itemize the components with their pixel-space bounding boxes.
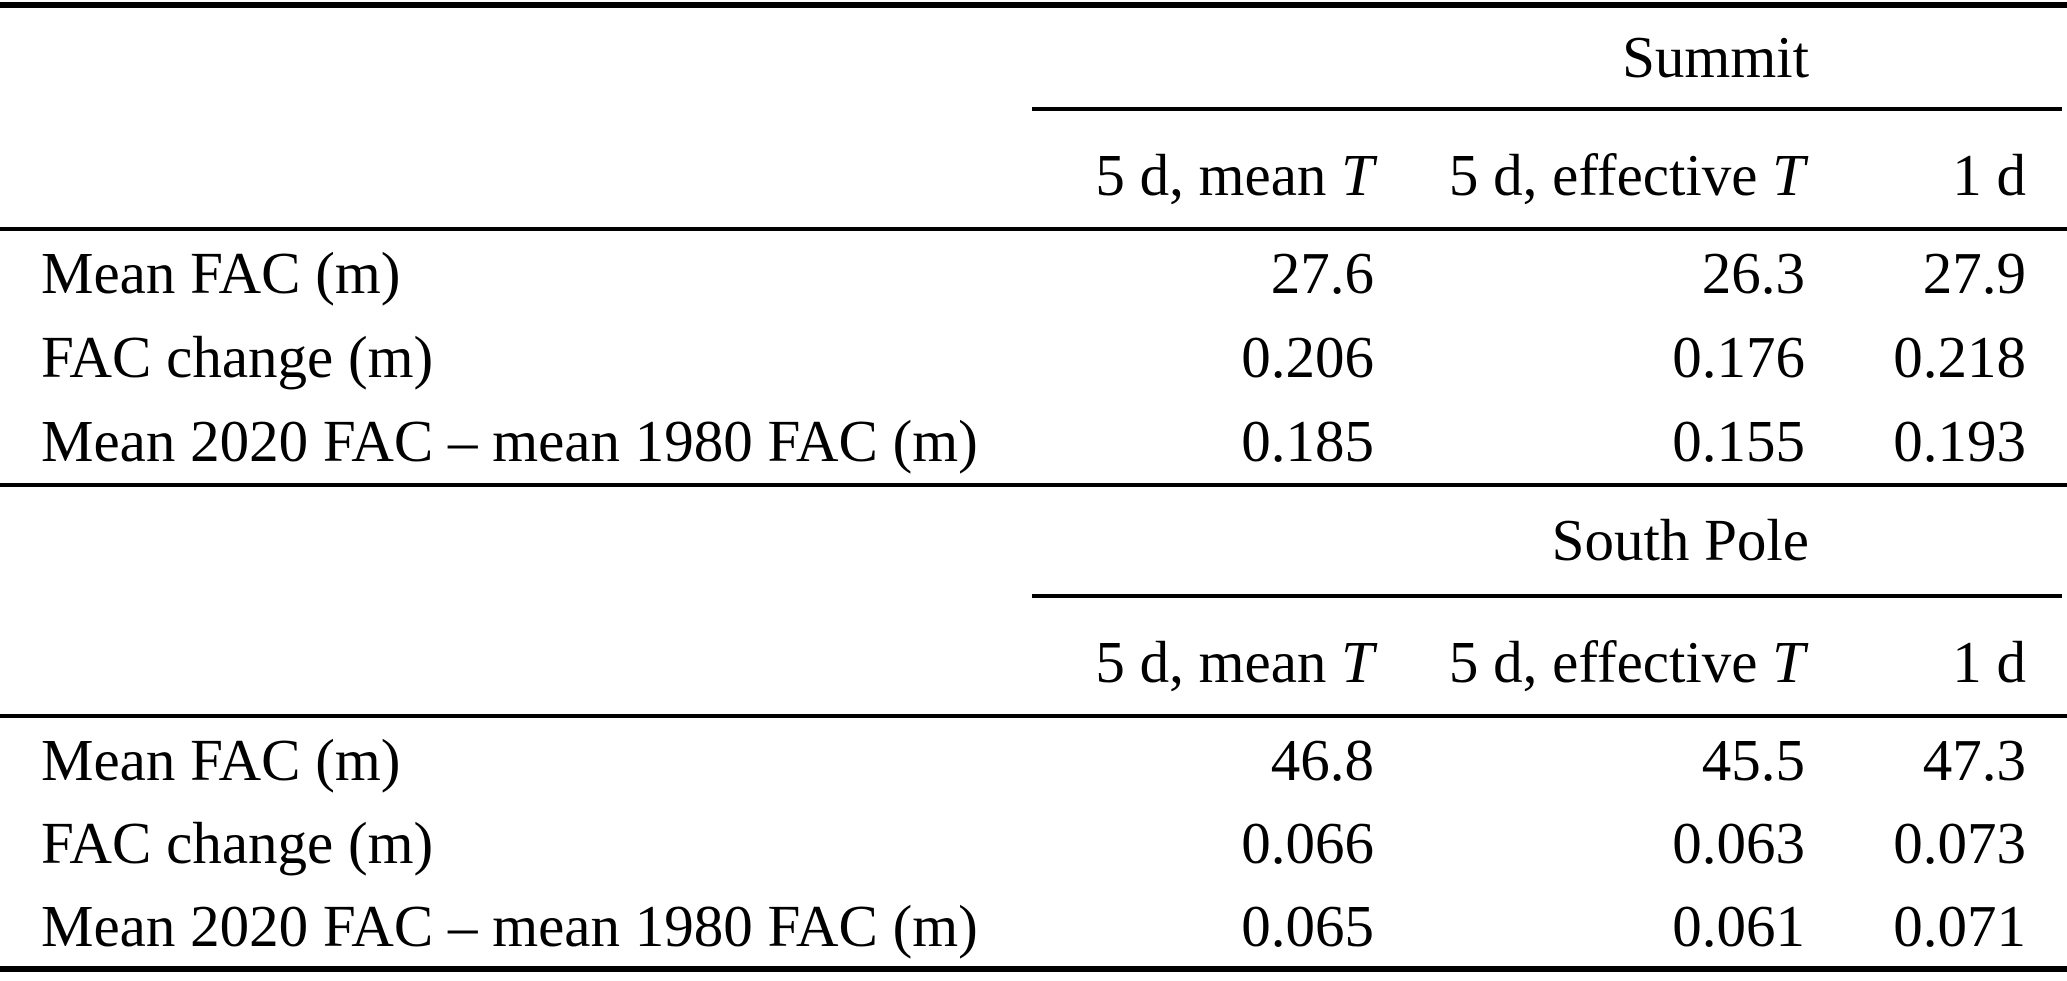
row-label: Mean FAC (m): [41, 240, 401, 306]
value-cell: 0.185: [1241, 408, 1374, 474]
column-header-1d: 1 d: [1805, 598, 2067, 714]
top-rule: [0, 2, 2067, 8]
column-header-text: 5 d, effective: [1448, 142, 1773, 208]
value-cell: 0.176: [1672, 324, 1805, 390]
column-header-text: 1 d: [1952, 142, 2026, 208]
mid-rule: [0, 227, 2067, 231]
math-symbol-t: T: [1772, 629, 1805, 695]
row-label: FAC change (m): [41, 810, 434, 876]
column-header-text: 5 d, mean: [1095, 142, 1342, 208]
south-pole-group-underline-rule: [1032, 594, 2062, 598]
group-header-south-pole: South Pole: [1551, 507, 1809, 573]
math-symbol-t: T: [1341, 142, 1374, 208]
row-label: Mean FAC (m): [41, 727, 401, 793]
column-header-1d: 1 d: [1805, 111, 2067, 227]
value-cell: 0.218: [1893, 324, 2026, 390]
mid-rule: [0, 714, 2067, 718]
mid-rule: [0, 483, 2067, 487]
header-stub: [0, 111, 1032, 227]
header-stub: [0, 598, 1032, 714]
value-cell: 0.071: [1893, 893, 2026, 959]
value-cell: 0.073: [1893, 810, 2026, 876]
summit-group-underline-rule: [1032, 107, 2062, 111]
row-label: FAC change (m): [41, 324, 434, 390]
value-cell: 0.066: [1241, 810, 1374, 876]
column-header-5d-effective-t: 5 d, effective T: [1374, 598, 1805, 714]
value-cell: 0.061: [1672, 893, 1805, 959]
value-cell: 27.9: [1922, 240, 2026, 306]
value-cell: 45.5: [1701, 727, 1805, 793]
column-header-text: 5 d, effective: [1448, 629, 1773, 695]
bottom-rule: [0, 966, 2067, 972]
column-header-5d-mean-t: 5 d, mean T: [1032, 111, 1374, 227]
math-symbol-t: T: [1341, 629, 1374, 695]
math-symbol-t: T: [1772, 142, 1805, 208]
column-header-5d-effective-t: 5 d, effective T: [1374, 111, 1805, 227]
value-cell: 46.8: [1270, 727, 1374, 793]
row-label: Mean 2020 FAC – mean 1980 FAC (m): [41, 408, 978, 474]
column-header-text: 1 d: [1952, 629, 2026, 695]
value-cell: 0.065: [1241, 893, 1374, 959]
column-header-5d-mean-t: 5 d, mean T: [1032, 598, 1374, 714]
value-cell: 27.6: [1270, 240, 1374, 306]
value-cell: 0.063: [1672, 810, 1805, 876]
value-cell: 0.206: [1241, 324, 1374, 390]
value-cell: 0.155: [1672, 408, 1805, 474]
value-cell: 0.193: [1893, 408, 2026, 474]
value-cell: 47.3: [1922, 727, 2026, 793]
value-cell: 26.3: [1701, 240, 1805, 306]
row-label: Mean 2020 FAC – mean 1980 FAC (m): [41, 893, 978, 959]
group-header-summit: Summit: [1622, 24, 1809, 90]
column-header-text: 5 d, mean: [1095, 629, 1342, 695]
